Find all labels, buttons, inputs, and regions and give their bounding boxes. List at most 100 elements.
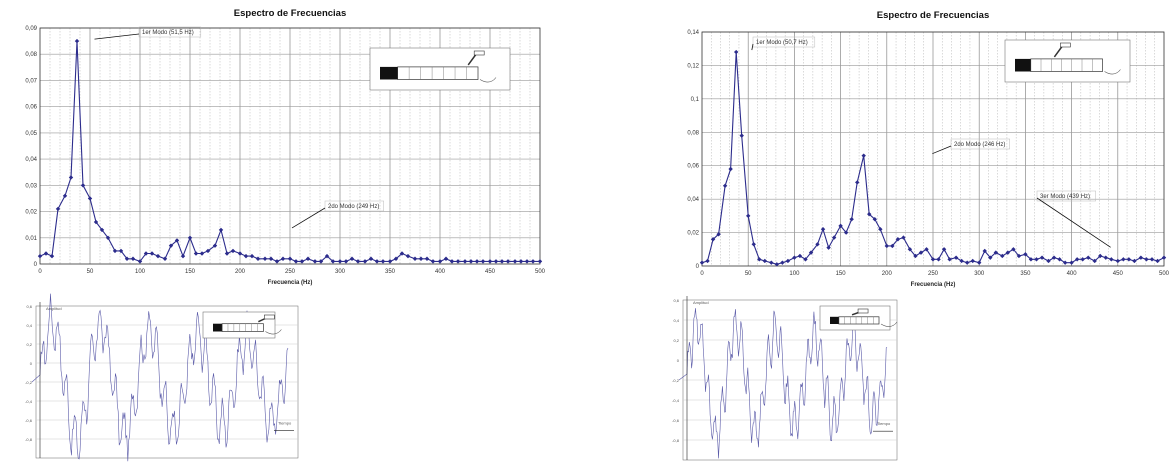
- annotation-arrow: [291, 207, 326, 229]
- data-point: [1046, 258, 1051, 264]
- data-point: [418, 256, 424, 261]
- time-y-tick-label: 0,2: [26, 342, 32, 347]
- data-point: [838, 223, 843, 229]
- data-point: [988, 255, 993, 260]
- data-point: [1074, 257, 1080, 262]
- time-y-tick-label: -0,4: [672, 398, 680, 403]
- data-point: [468, 259, 474, 264]
- data-point: [757, 257, 762, 262]
- data-point: [1092, 258, 1097, 264]
- beam-bar: [838, 316, 880, 325]
- x-tick-label: 100: [789, 271, 800, 277]
- data-point: [808, 250, 814, 255]
- data-point: [180, 253, 186, 259]
- data-point: [1062, 260, 1068, 265]
- data-point: [1028, 257, 1034, 262]
- time-y-tick-label: 0,6: [26, 304, 32, 309]
- data-point: [849, 217, 854, 222]
- data-point: [305, 256, 311, 261]
- y-tick-label: 0,09: [25, 26, 37, 32]
- data-point: [199, 251, 205, 256]
- data-point: [1126, 257, 1132, 262]
- y-tick-label: 0,06: [687, 164, 699, 170]
- data-point: [462, 259, 468, 264]
- spectrum-chart-2: Espectro de Frecuencias 0 0,02 0,04 0,06 0,08…: [687, 10, 1169, 288]
- data-point: [412, 256, 418, 261]
- data-point: [1023, 252, 1028, 257]
- data-point: [380, 259, 386, 264]
- y-tick-label: 0,02: [687, 231, 699, 237]
- time-y-tick-label: 0: [30, 361, 33, 366]
- hand-icon: [479, 77, 497, 83]
- data-point: [751, 242, 756, 247]
- data-point: [1144, 257, 1149, 262]
- data-point: [1138, 255, 1144, 260]
- y-tick-label: 0: [696, 264, 700, 270]
- data-point: [762, 258, 768, 264]
- beam-hammer-icon-1: [369, 47, 511, 91]
- data-point: [924, 247, 929, 252]
- x-tick-label: 150: [185, 269, 196, 275]
- data-point: [913, 253, 918, 259]
- data-point: [505, 259, 511, 264]
- time-y-tick-label: 0,4: [673, 318, 679, 323]
- annotation-arrow: [94, 33, 140, 40]
- time-y-tick-label: -0,4: [25, 399, 33, 404]
- data-point: [99, 227, 105, 233]
- data-point: [37, 253, 43, 259]
- x-tick-label: 50: [745, 271, 752, 277]
- x-tick-label: 0: [38, 269, 42, 275]
- x-tick-label: 350: [1020, 271, 1031, 277]
- mode-annotation: 3er Modo (439 Hz): [1040, 194, 1090, 200]
- data-point: [826, 245, 831, 250]
- beam-hammer-icon-3: [202, 311, 282, 339]
- data-point: [746, 213, 751, 219]
- data-point: [155, 253, 161, 259]
- data-point: [443, 256, 449, 261]
- annotation-box: [950, 138, 1010, 150]
- x-tick-label: 400: [1067, 271, 1078, 277]
- data-point: [168, 243, 174, 248]
- data-point: [901, 235, 906, 240]
- beam-hammer-icon-2: [1004, 39, 1131, 83]
- hammer-head: [473, 50, 485, 56]
- data-point: [1121, 257, 1126, 262]
- plot-frame: [701, 31, 1165, 267]
- data-point: [722, 183, 728, 188]
- data-point: [249, 253, 255, 259]
- data-point: [512, 259, 518, 264]
- x-tick-label: 100: [135, 269, 146, 275]
- data-point: [930, 257, 936, 262]
- y-tick-label: 0,14: [687, 30, 699, 36]
- data-point: [1109, 257, 1114, 262]
- data-point: [499, 259, 505, 264]
- data-point: [780, 260, 785, 265]
- data-point: [480, 259, 486, 264]
- time-x-label: Tiempo: [877, 421, 891, 426]
- data-point: [918, 250, 924, 255]
- mode-annotation: 1er Modo (51,5 Hz): [142, 30, 194, 36]
- hammer-head: [264, 314, 275, 320]
- time-y-tick-label: -0,8: [25, 437, 33, 442]
- data-point: [878, 227, 883, 232]
- data-point: [243, 253, 249, 259]
- data-point: [93, 219, 99, 225]
- data-point: [493, 259, 499, 264]
- data-point: [1086, 255, 1091, 260]
- data-point: [112, 248, 118, 254]
- data-point: [820, 227, 826, 232]
- time-y-tick-label: 0,2: [673, 338, 679, 343]
- data-point: [393, 256, 399, 261]
- data-point: [255, 256, 261, 261]
- time-y-tick-label: -0,8: [672, 438, 680, 443]
- x-tick-label: 250: [928, 271, 939, 277]
- hand-icon: [880, 321, 898, 327]
- data-point: [293, 259, 299, 264]
- data-point: [1098, 253, 1103, 259]
- data-point: [884, 243, 889, 249]
- hammer-icon: [467, 53, 477, 66]
- hammer-head: [1060, 42, 1071, 48]
- data-point: [1016, 253, 1022, 259]
- data-point: [977, 260, 982, 265]
- data-point: [907, 247, 913, 252]
